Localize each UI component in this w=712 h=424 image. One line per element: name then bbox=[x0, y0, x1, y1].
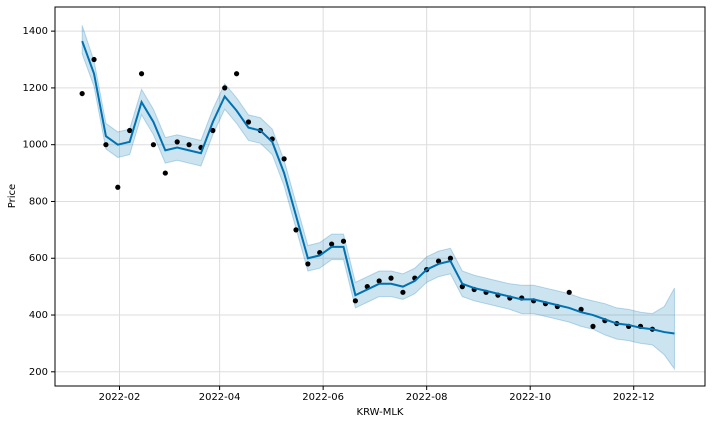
observed-point bbox=[388, 275, 394, 281]
observed-point bbox=[91, 56, 97, 63]
y-tick-label: 400 bbox=[29, 310, 48, 321]
observed-point bbox=[376, 278, 382, 284]
observed-point bbox=[233, 71, 240, 77]
observed-point bbox=[400, 289, 406, 295]
x-tick-label: 2022-04 bbox=[199, 392, 241, 403]
plot-frame bbox=[54, 6, 706, 387]
observed-point bbox=[162, 170, 168, 176]
y-tick-label: 1000 bbox=[23, 140, 48, 151]
x-tick-label: 2022-06 bbox=[302, 392, 344, 403]
observed-point bbox=[329, 241, 335, 247]
y-tick-label: 200 bbox=[29, 367, 48, 378]
observed-point bbox=[115, 184, 121, 190]
observed-point bbox=[222, 85, 228, 91]
observed-point bbox=[127, 127, 133, 134]
y-axis-label: Price bbox=[7, 184, 18, 208]
observed-point bbox=[103, 142, 109, 148]
observed-point bbox=[447, 255, 454, 261]
observed-point bbox=[210, 127, 216, 134]
y-tick-label: 600 bbox=[29, 253, 48, 264]
observed-point bbox=[174, 139, 180, 145]
observed-point bbox=[305, 261, 311, 267]
observed-point bbox=[150, 142, 157, 148]
observed-point bbox=[435, 258, 442, 264]
observed-point bbox=[590, 323, 596, 329]
y-tick-label: 800 bbox=[29, 196, 48, 207]
y-tick-label: 1400 bbox=[23, 26, 48, 37]
x-tick-label: 2022-12 bbox=[613, 392, 655, 403]
observed-point bbox=[578, 306, 584, 312]
observed-point bbox=[566, 289, 572, 295]
x-tick-label: 2022-02 bbox=[99, 392, 141, 403]
observed-point bbox=[352, 298, 358, 304]
observed-point bbox=[340, 238, 347, 244]
observed-point bbox=[293, 227, 299, 233]
observed-point bbox=[186, 142, 192, 148]
observed-point bbox=[79, 90, 85, 97]
observed-point bbox=[245, 119, 252, 125]
observed-point bbox=[281, 156, 287, 162]
observed-point bbox=[138, 71, 145, 77]
x-tick-label: 2022-08 bbox=[406, 392, 448, 403]
observed-point bbox=[459, 284, 465, 290]
forecast-line bbox=[81, 40, 675, 335]
x-tick-label: 2022-10 bbox=[509, 392, 551, 403]
x-axis-label: KRW-MLK bbox=[357, 407, 404, 418]
y-tick-label: 1200 bbox=[23, 83, 48, 94]
